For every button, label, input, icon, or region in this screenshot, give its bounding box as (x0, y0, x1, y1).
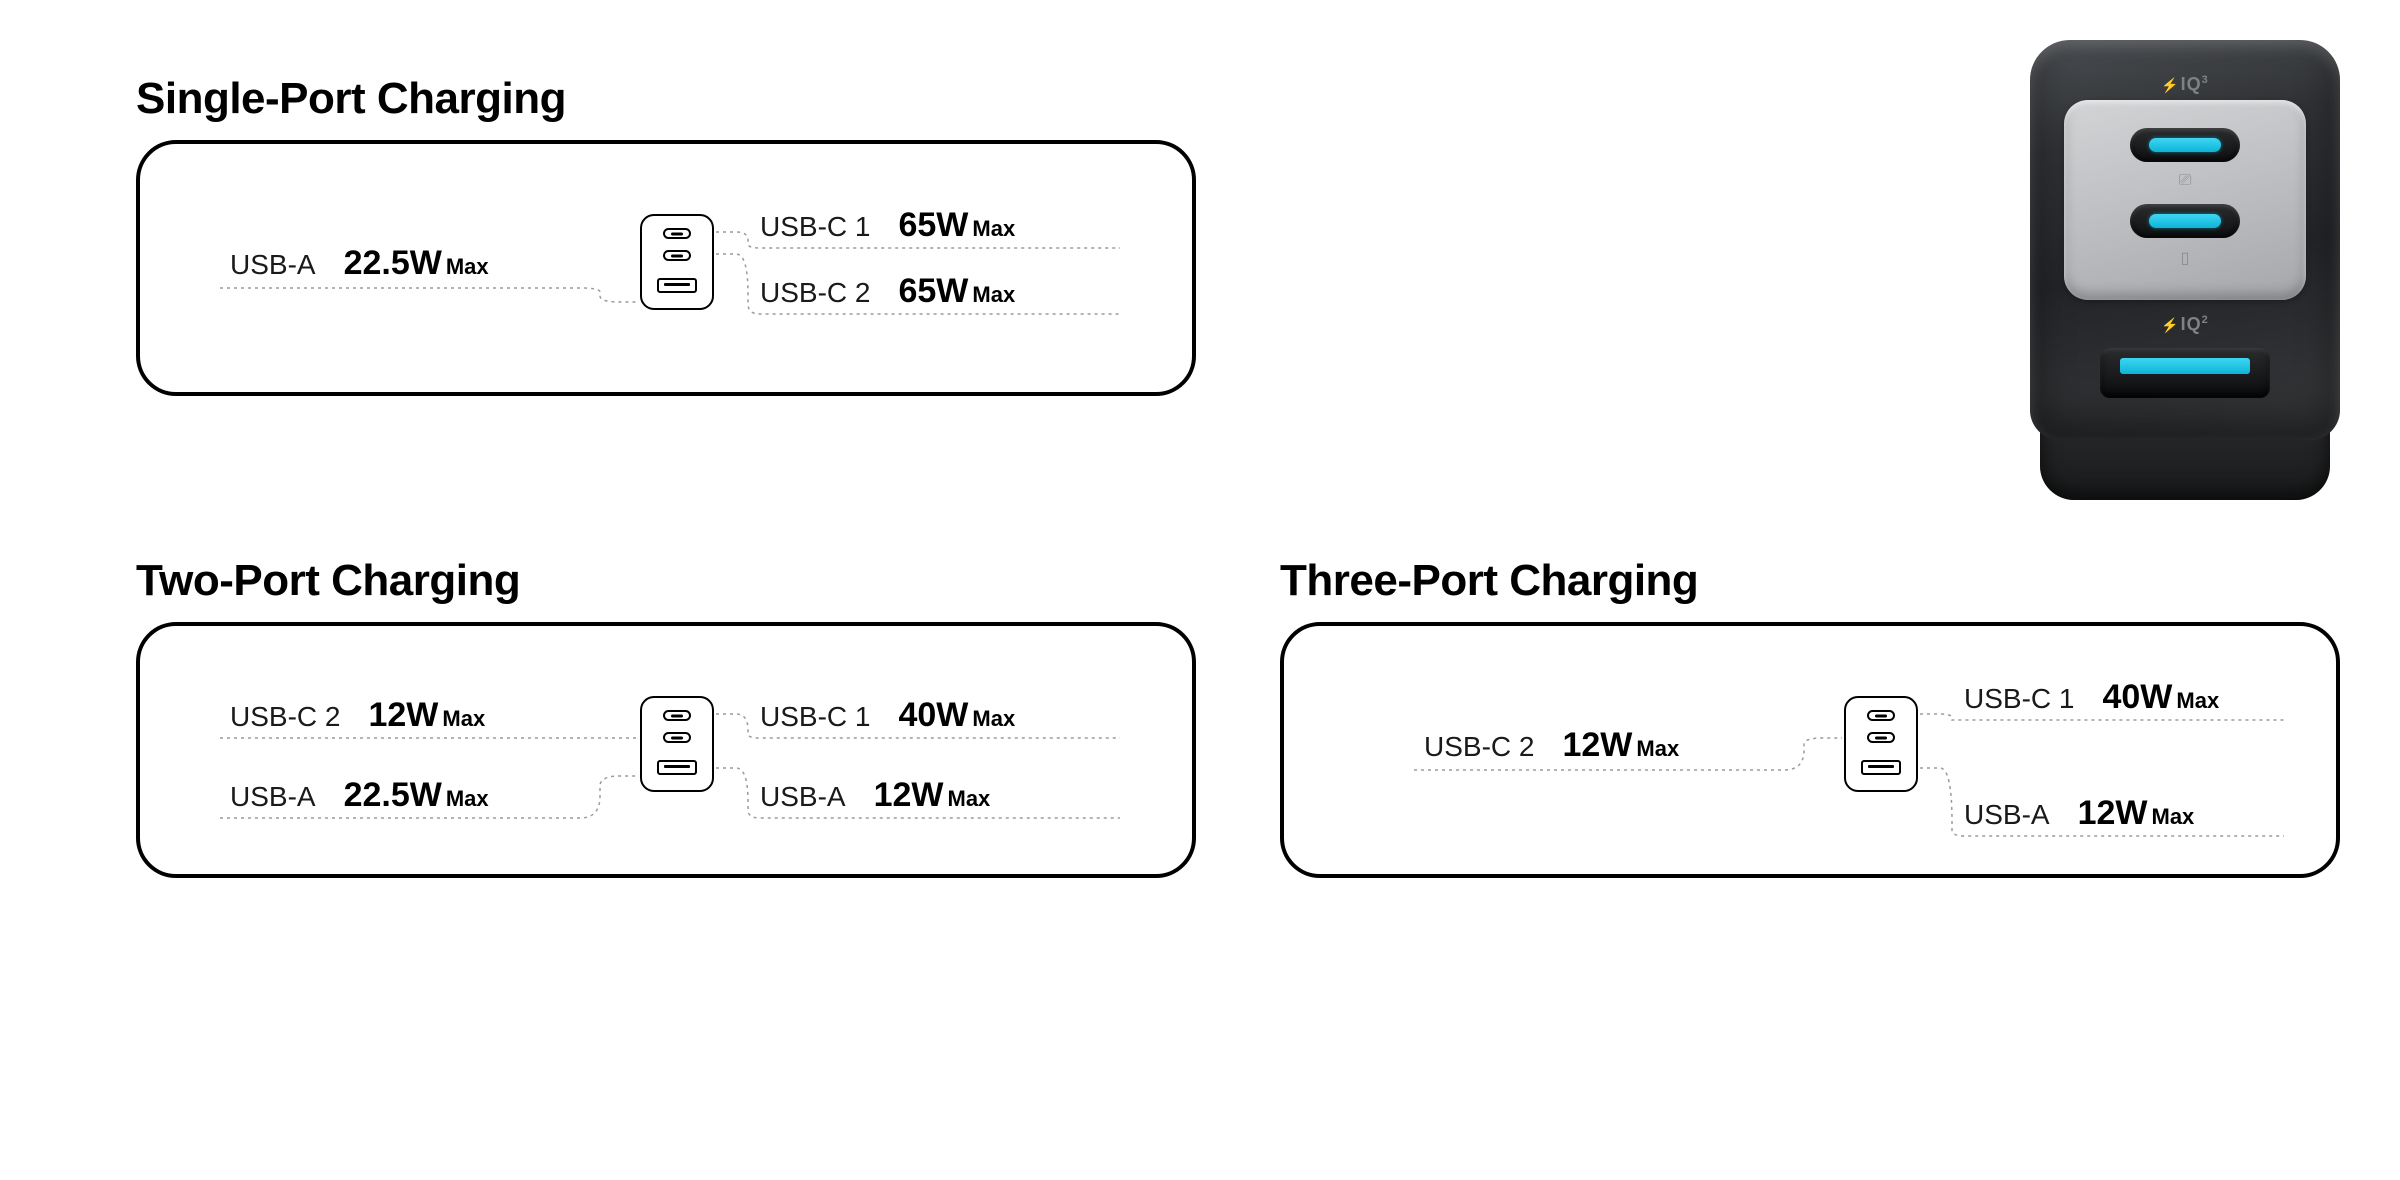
spec-value: 22.5W (344, 776, 442, 815)
spec-suffix: Max (446, 254, 489, 280)
spec-value: 12W (368, 696, 438, 735)
usb-c-port-icon (663, 228, 691, 239)
spec-value: 12W (1562, 726, 1632, 765)
usb-c-port-icon (663, 710, 691, 721)
product-usb-c2-port (2130, 204, 2240, 238)
spec-label: USB-C 1 (760, 701, 870, 733)
product-render: ⚡IQ3 ⎚ ▯ ⚡IQ2 (2030, 40, 2340, 500)
spec-suffix: Max (948, 786, 991, 812)
spec-label: USB-C 2 (230, 701, 340, 733)
spec-label: USB-C 1 (760, 211, 870, 243)
spec-two-right-bottom: USB-A 12W Max (760, 776, 990, 815)
usb-c-port-icon (1867, 732, 1895, 743)
spec-two-left-bottom: USB-A 22.5W Max (230, 776, 489, 815)
spec-value: 12W (874, 776, 944, 815)
spec-value: 12W (2078, 794, 2148, 833)
phone-icon: ▯ (2181, 248, 2190, 268)
section-title-two: Two-Port Charging (136, 556, 520, 606)
usb-c-port-icon (663, 250, 691, 261)
product-usb-a-port (2100, 348, 2270, 398)
iq3-label: ⚡IQ3 (2161, 74, 2209, 95)
usb-a-port-icon (657, 278, 697, 293)
spec-suffix: Max (2176, 688, 2219, 714)
spec-label: USB-A (230, 249, 316, 281)
spec-label: USB-C 2 (1424, 731, 1534, 763)
spec-label: USB-C 1 (1964, 683, 2074, 715)
spec-suffix: Max (972, 282, 1015, 308)
spec-value: 40W (898, 696, 968, 735)
usb-c-port-icon (1867, 710, 1895, 721)
spec-value: 65W (898, 206, 968, 245)
product-usb-c1-port (2130, 128, 2240, 162)
spec-two-left-top: USB-C 2 12W Max (230, 696, 485, 735)
iq2-label: ⚡IQ2 (2161, 314, 2209, 335)
laptop-icon: ⎚ (2179, 172, 2192, 190)
spec-two-right-top: USB-C 1 40W Max (760, 696, 1015, 735)
spec-single-usbc2: USB-C 2 65W Max (760, 272, 1015, 311)
spec-three-left: USB-C 2 12W Max (1424, 726, 1679, 765)
usb-a-port-icon (657, 760, 697, 775)
panel-single: USB-A 22.5W Max USB-C 1 65W Max USB-C 2 … (136, 140, 1196, 396)
charger-icon (640, 214, 714, 310)
charger-icon (640, 696, 714, 792)
product-face: ⎚ ▯ (2064, 100, 2306, 300)
panel-two: USB-C 2 12W Max USB-A 22.5W Max USB-C 1 … (136, 622, 1196, 878)
spec-value: 65W (898, 272, 968, 311)
spec-suffix: Max (2152, 804, 2195, 830)
spec-three-right-top: USB-C 1 40W Max (1964, 678, 2219, 717)
spec-value: 22.5W (344, 244, 442, 283)
spec-suffix: Max (446, 786, 489, 812)
usb-a-port-icon (1861, 760, 1901, 775)
spec-label: USB-A (1964, 799, 2050, 831)
spec-label: USB-A (230, 781, 316, 813)
spec-value: 40W (2102, 678, 2172, 717)
spec-single-usba: USB-A 22.5W Max (230, 244, 489, 283)
spec-suffix: Max (442, 706, 485, 732)
spec-suffix: Max (1636, 736, 1679, 762)
section-title-three: Three-Port Charging (1280, 556, 1698, 606)
spec-label: USB-C 2 (760, 277, 870, 309)
spec-suffix: Max (972, 216, 1015, 242)
product-body: ⚡IQ3 ⎚ ▯ ⚡IQ2 (2030, 40, 2340, 440)
spec-suffix: Max (972, 706, 1015, 732)
spec-three-right-bottom: USB-A 12W Max (1964, 794, 2194, 833)
spec-single-usbc1: USB-C 1 65W Max (760, 206, 1015, 245)
section-title-single: Single-Port Charging (136, 74, 566, 124)
spec-label: USB-A (760, 781, 846, 813)
charger-icon (1844, 696, 1918, 792)
usb-c-port-icon (663, 732, 691, 743)
panel-three: USB-C 2 12W Max USB-C 1 40W Max USB-A 12… (1280, 622, 2340, 878)
